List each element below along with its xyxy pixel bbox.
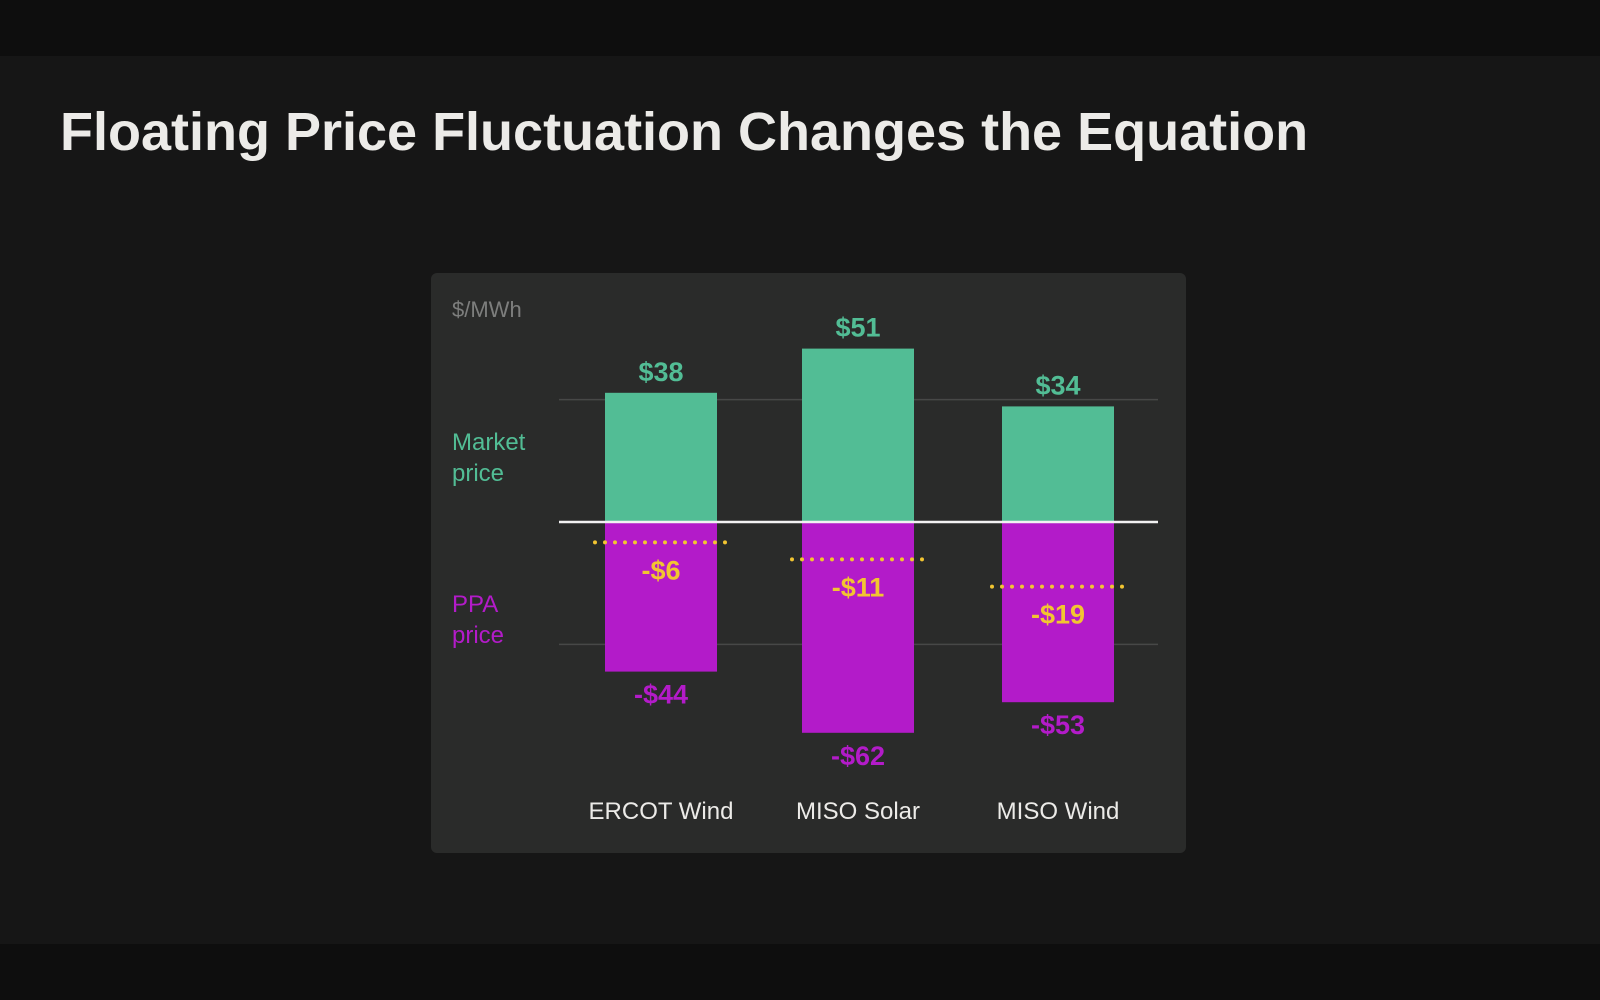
category-label: MISO Solar (796, 798, 920, 825)
ppa-price-bar (802, 522, 914, 733)
market-price-bar (802, 348, 914, 522)
legend-market-price: Market (452, 429, 526, 456)
category-label: ERCOT Wind (589, 798, 734, 825)
ppa-price-bar (1002, 522, 1114, 703)
top-band (0, 0, 1600, 56)
market-price-bar (605, 392, 717, 522)
ppa-price-label: -$53 (1031, 710, 1085, 740)
unit-label: $/MWh (452, 297, 522, 322)
bottom-band (0, 944, 1600, 1000)
market-price-label: $38 (638, 357, 683, 387)
legend-ppa-price: price (452, 622, 504, 649)
ppa-price-bar (605, 522, 717, 672)
ppa-price-label: -$44 (634, 680, 688, 710)
legend-market-price: price (452, 460, 504, 487)
net-price-label: -$6 (641, 555, 680, 585)
net-price-label: -$11 (832, 572, 885, 602)
market-price-bar (1002, 406, 1114, 522)
legend-ppa-price: PPA (452, 591, 498, 618)
slide-title: Floating Price Fluctuation Changes the E… (60, 102, 1309, 162)
market-price-label: $51 (835, 313, 880, 343)
category-label: MISO Wind (997, 798, 1120, 825)
net-price-label: -$19 (1031, 600, 1085, 630)
ppa-price-label: -$62 (831, 741, 885, 771)
market-price-label: $34 (1035, 370, 1080, 400)
